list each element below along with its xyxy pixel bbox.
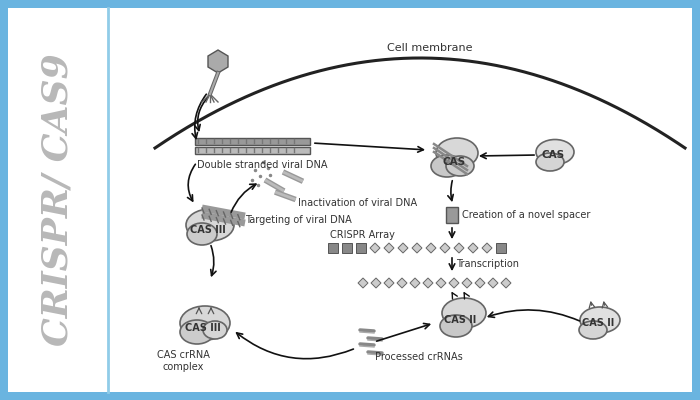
Polygon shape — [412, 243, 422, 253]
Polygon shape — [358, 278, 368, 288]
Ellipse shape — [580, 307, 620, 333]
Polygon shape — [440, 243, 450, 253]
Bar — [496, 243, 506, 253]
Ellipse shape — [431, 155, 463, 177]
Text: CRISPR Array: CRISPR Array — [330, 230, 395, 240]
Polygon shape — [468, 243, 478, 253]
Polygon shape — [398, 243, 408, 253]
Text: Targeting of viral DNA: Targeting of viral DNA — [245, 215, 351, 225]
Bar — [328, 243, 338, 253]
Polygon shape — [397, 278, 407, 288]
Polygon shape — [423, 278, 433, 288]
Ellipse shape — [536, 140, 574, 164]
Ellipse shape — [536, 153, 564, 171]
Polygon shape — [410, 278, 420, 288]
Bar — [356, 243, 366, 253]
Ellipse shape — [180, 306, 230, 340]
Polygon shape — [370, 243, 380, 253]
Polygon shape — [488, 278, 498, 288]
Bar — [195, 138, 310, 145]
Text: CAS II: CAS II — [444, 315, 476, 325]
Polygon shape — [384, 243, 394, 253]
Ellipse shape — [186, 209, 234, 241]
Text: CRISPR/ CAS9: CRISPR/ CAS9 — [41, 54, 75, 346]
Text: Processed crRNAs: Processed crRNAs — [375, 352, 463, 362]
Text: CAS II: CAS II — [582, 318, 614, 328]
Text: Cell membrane: Cell membrane — [387, 43, 472, 53]
Polygon shape — [449, 278, 459, 288]
Text: CAS III: CAS III — [190, 225, 226, 235]
Polygon shape — [436, 278, 446, 288]
Text: CAS crRNA
complex: CAS crRNA complex — [157, 350, 209, 372]
Polygon shape — [475, 278, 485, 288]
Ellipse shape — [442, 298, 486, 328]
Bar — [195, 147, 310, 154]
Polygon shape — [454, 243, 464, 253]
Ellipse shape — [579, 321, 607, 339]
Text: CAS III: CAS III — [185, 323, 221, 333]
Polygon shape — [482, 243, 492, 253]
Polygon shape — [384, 278, 394, 288]
Ellipse shape — [180, 320, 214, 344]
Ellipse shape — [440, 315, 472, 337]
Polygon shape — [371, 278, 381, 288]
FancyBboxPatch shape — [446, 207, 458, 223]
Bar — [342, 243, 352, 253]
Text: Double stranded viral DNA: Double stranded viral DNA — [197, 160, 328, 170]
Text: Creation of a novel spacer: Creation of a novel spacer — [462, 210, 590, 220]
Text: CAS: CAS — [541, 150, 565, 160]
Ellipse shape — [436, 138, 478, 168]
Polygon shape — [426, 243, 436, 253]
Polygon shape — [208, 50, 228, 73]
Polygon shape — [462, 278, 472, 288]
Text: CAS: CAS — [442, 157, 466, 167]
Ellipse shape — [187, 223, 217, 245]
Ellipse shape — [203, 321, 227, 339]
Polygon shape — [501, 278, 511, 288]
Text: Inactivation of viral DNA: Inactivation of viral DNA — [298, 198, 417, 208]
Text: Transcription: Transcription — [456, 259, 519, 269]
Ellipse shape — [446, 156, 474, 176]
